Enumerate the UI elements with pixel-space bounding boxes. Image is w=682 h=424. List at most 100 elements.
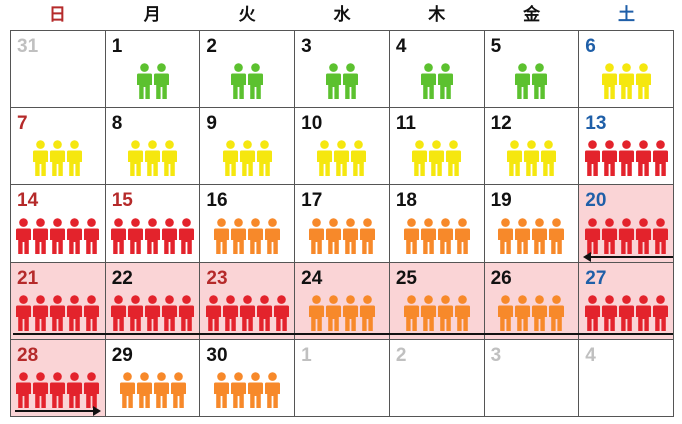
day-number: 16 bbox=[206, 190, 228, 212]
day-cell[interactable]: 4 bbox=[579, 339, 674, 417]
person-icon bbox=[162, 217, 178, 254]
calendar-grid: 31 1 2 3 4 5 6 7 8 9 10 11 12 13 14 15 16 17 18 19 20 21 22 23 2… bbox=[10, 30, 674, 417]
day-number: 3 bbox=[490, 344, 502, 366]
day-cell[interactable]: 8 bbox=[105, 108, 201, 186]
day-number: 7 bbox=[17, 113, 28, 135]
day-cell[interactable]: 3 bbox=[295, 31, 390, 109]
day-cell[interactable]: 28 bbox=[11, 339, 106, 417]
weekday-label: 金 bbox=[523, 5, 541, 25]
people-group bbox=[390, 217, 484, 254]
day-cell[interactable]: 21 bbox=[11, 262, 106, 340]
day-cell[interactable]: 15 bbox=[105, 185, 201, 263]
day-cell[interactable]: 16 bbox=[200, 185, 296, 263]
people-group bbox=[295, 217, 389, 254]
people-group bbox=[390, 140, 484, 177]
person-icon bbox=[403, 217, 419, 254]
people-group bbox=[579, 217, 673, 254]
day-cell[interactable]: 2 bbox=[389, 339, 485, 417]
person-icon bbox=[50, 295, 66, 331]
person-icon bbox=[342, 295, 358, 331]
day-cell[interactable]: 24 bbox=[295, 262, 390, 340]
day-cell[interactable]: 5 bbox=[484, 31, 580, 109]
person-icon bbox=[420, 217, 436, 254]
person-icon bbox=[437, 295, 453, 331]
day-cell[interactable]: 14 bbox=[11, 185, 106, 263]
day-number: 24 bbox=[301, 267, 323, 289]
person-icon bbox=[273, 295, 289, 331]
day-cell[interactable]: 12 bbox=[484, 108, 580, 186]
person-icon bbox=[334, 140, 350, 177]
day-number: 6 bbox=[585, 36, 596, 57]
person-icon bbox=[205, 295, 221, 331]
person-icon bbox=[454, 217, 470, 254]
day-cell[interactable]: 30 bbox=[200, 339, 296, 417]
person-icon bbox=[231, 372, 247, 408]
person-icon bbox=[67, 295, 83, 331]
day-cell[interactable]: 31 bbox=[11, 31, 106, 109]
day-number: 21 bbox=[17, 267, 39, 289]
day-cell[interactable]: 2 bbox=[200, 31, 296, 109]
day-cell[interactable]: 20 bbox=[579, 185, 674, 263]
people-group bbox=[295, 140, 389, 177]
person-icon bbox=[33, 372, 49, 408]
people-group bbox=[295, 295, 389, 331]
day-number: 14 bbox=[17, 190, 39, 212]
day-cell[interactable]: 19 bbox=[484, 185, 580, 263]
person-icon bbox=[498, 295, 514, 331]
person-icon bbox=[84, 295, 100, 331]
day-cell[interactable]: 3 bbox=[484, 339, 580, 417]
day-number: 11 bbox=[395, 113, 416, 135]
day-cell[interactable]: 29 bbox=[105, 339, 201, 417]
person-icon bbox=[145, 140, 161, 177]
day-cell[interactable]: 9 bbox=[200, 108, 296, 186]
person-icon bbox=[256, 295, 272, 331]
person-icon bbox=[342, 217, 358, 254]
day-cell[interactable]: 26 bbox=[484, 262, 580, 340]
day-number: 27 bbox=[585, 267, 607, 289]
person-icon bbox=[532, 217, 548, 254]
person-icon bbox=[437, 217, 453, 254]
person-icon bbox=[351, 140, 367, 177]
people-group bbox=[579, 140, 673, 177]
day-cell[interactable]: 1 bbox=[105, 31, 201, 109]
person-icon bbox=[515, 295, 531, 331]
person-icon bbox=[179, 217, 195, 254]
day-number: 17 bbox=[301, 190, 323, 212]
day-cell[interactable]: 4 bbox=[389, 31, 485, 109]
person-icon bbox=[584, 295, 600, 331]
day-number: 8 bbox=[111, 113, 123, 135]
people-group bbox=[579, 295, 673, 331]
day-number: 19 bbox=[490, 190, 512, 212]
day-cell[interactable]: 25 bbox=[389, 262, 485, 340]
day-cell[interactable]: 10 bbox=[295, 108, 390, 186]
person-icon bbox=[618, 295, 634, 331]
day-cell[interactable]: 17 bbox=[295, 185, 390, 263]
day-number: 3 bbox=[301, 36, 312, 57]
day-cell[interactable]: 1 bbox=[295, 339, 390, 417]
person-icon bbox=[584, 140, 600, 177]
day-cell[interactable]: 6 bbox=[579, 31, 674, 109]
day-number: 4 bbox=[395, 36, 407, 57]
person-icon bbox=[601, 295, 617, 331]
day-number: 28 bbox=[17, 344, 39, 366]
person-icon bbox=[412, 140, 428, 177]
person-icon bbox=[618, 217, 634, 254]
day-cell[interactable]: 27 bbox=[579, 262, 674, 340]
person-icon bbox=[635, 140, 651, 177]
people-group bbox=[106, 217, 200, 254]
day-cell[interactable]: 18 bbox=[389, 185, 485, 263]
day-cell[interactable]: 7 bbox=[11, 108, 106, 186]
day-number: 25 bbox=[395, 267, 417, 289]
period-line-week5 bbox=[13, 333, 673, 335]
person-icon bbox=[50, 217, 66, 254]
day-cell[interactable]: 11 bbox=[389, 108, 485, 186]
day-cell[interactable]: 13 bbox=[579, 108, 674, 186]
person-icon bbox=[136, 63, 152, 100]
person-icon bbox=[635, 217, 651, 254]
day-cell[interactable]: 23 bbox=[200, 262, 296, 340]
people-group bbox=[485, 217, 579, 254]
weekday-label: 木 bbox=[428, 5, 446, 25]
person-icon bbox=[128, 140, 144, 177]
day-cell[interactable]: 22 bbox=[105, 262, 201, 340]
person-icon bbox=[136, 372, 152, 408]
